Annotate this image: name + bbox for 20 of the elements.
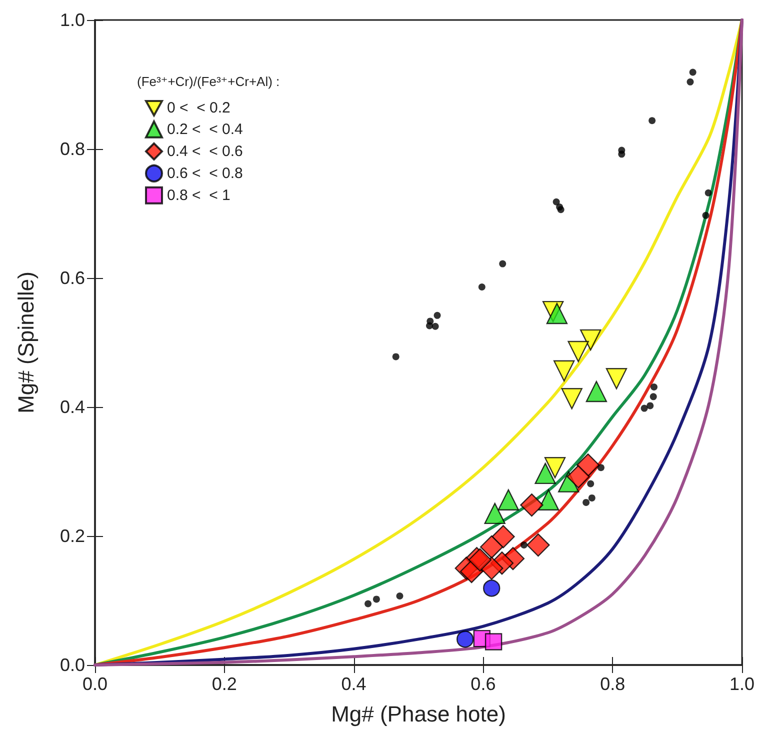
y-tick-label: 1.0 xyxy=(60,10,85,30)
legend-label: 0.4 < < 0.6 xyxy=(167,142,243,160)
x-axis-title: Mg# (Phase hote) xyxy=(331,702,506,726)
y-tick-label: 0.8 xyxy=(60,139,85,159)
y-tick-label: 0.0 xyxy=(60,655,85,675)
y-axis-title: Mg# (Spinelle) xyxy=(14,272,38,414)
legend-label: 0.6 < < 0.8 xyxy=(167,164,243,182)
legend-label: 0.8 < < 1 xyxy=(167,186,230,204)
legend-title: (Fe³⁺+Cr)/(Fe³⁺+Cr+Al) : xyxy=(137,74,280,89)
legend-label: 0 < < 0.2 xyxy=(167,100,230,117)
x-tick-label: 0.6 xyxy=(470,674,496,694)
y-tick-label: 0.6 xyxy=(60,268,85,288)
y-tick-label: 0.4 xyxy=(60,397,85,417)
y-tick-label: 0.2 xyxy=(60,526,85,546)
legend-label: 0.2 < < 0.4 xyxy=(167,120,243,138)
x-tick-label: 0.2 xyxy=(212,674,237,694)
x-tick-label: 0.8 xyxy=(600,674,626,694)
x-tick-label: 1.0 xyxy=(729,674,755,694)
x-tick-label: 0.4 xyxy=(341,674,366,694)
x-tick-label: 0.0 xyxy=(82,674,108,694)
